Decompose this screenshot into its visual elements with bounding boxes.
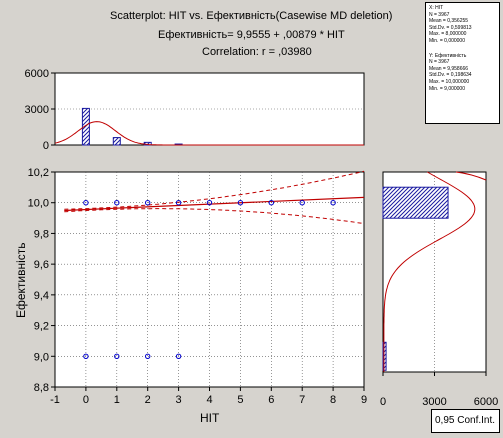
y-tick-label: 9,6 bbox=[34, 259, 49, 271]
x-tick-label: 4 bbox=[206, 394, 212, 406]
data-point bbox=[114, 353, 120, 359]
data-point bbox=[330, 200, 336, 206]
data-point bbox=[145, 353, 151, 359]
hist-x-tick-label: 6000 bbox=[474, 396, 498, 408]
regression-equation: Ефективність= 9,9555 + ,00879 * HIT bbox=[158, 29, 345, 41]
x-histogram-area bbox=[54, 72, 365, 146]
hist-x-tick-label: 3000 bbox=[422, 396, 446, 408]
hist-y-tick-label: 0 bbox=[43, 140, 49, 152]
x-histogram-bar bbox=[81, 107, 90, 146]
stats-y-n: N = 3967 bbox=[429, 59, 450, 66]
data-point bbox=[145, 200, 151, 206]
x-tick-label: 9 bbox=[361, 394, 367, 406]
y-tick-label: 10,2 bbox=[28, 167, 49, 179]
chart-title: Scatterplot: HIT vs. Ефективність(Casewi… bbox=[110, 10, 393, 22]
y-tick-label: 9,0 bbox=[34, 351, 49, 363]
confidence-band-lower bbox=[64, 208, 365, 224]
correlation-label: Correlation: r = ,03980 bbox=[202, 46, 312, 58]
y-normal-curve-top bbox=[455, 171, 487, 181]
x-tick-label: 3 bbox=[176, 394, 182, 406]
data-point bbox=[83, 353, 89, 359]
data-point bbox=[175, 353, 182, 359]
data-point bbox=[268, 200, 274, 206]
confidence-band-upper bbox=[64, 170, 365, 210]
stats-y-mean: Mean = 9,958666 bbox=[429, 65, 469, 72]
y-tick-label: 8,8 bbox=[34, 382, 49, 394]
data-point bbox=[299, 200, 305, 206]
stats-x-sd: Std.Dv. = 0,599813 bbox=[429, 24, 472, 31]
y-tick-label: 9,8 bbox=[34, 228, 49, 240]
x-tick-label: 7 bbox=[299, 394, 305, 406]
stats-x-n: N = 3967 bbox=[429, 11, 450, 18]
stats-y-min: Min. = 9,000000 bbox=[429, 85, 465, 92]
x-tick-label: 5 bbox=[237, 394, 243, 406]
y-tick-label: 9,2 bbox=[34, 321, 49, 333]
data-point bbox=[206, 200, 213, 206]
x-tick-label: 1 bbox=[114, 394, 120, 406]
x-histogram-bar bbox=[112, 137, 121, 146]
stats-legend-box: X: HIT N = 3967 Mean = 0,356255 Std.Dv. … bbox=[425, 2, 500, 124]
data-point bbox=[83, 200, 89, 206]
conf-int-legend: 0,95 Conf.Int. bbox=[431, 409, 500, 433]
x-tick-label: 2 bbox=[145, 394, 151, 406]
y-tick-label: 10,0 bbox=[28, 198, 49, 210]
stats-x-mean: Mean = 0,356255 bbox=[429, 18, 469, 25]
stats-x-max: Max. = 8,000000 bbox=[429, 31, 467, 38]
y-tick-label: 9,4 bbox=[34, 290, 49, 302]
stats-y-max: Max. = 10,000000 bbox=[429, 78, 470, 85]
y-histogram-bar bbox=[382, 186, 449, 219]
x-tick-label: 6 bbox=[268, 394, 274, 406]
data-point bbox=[114, 200, 120, 206]
x-tick-label: 8 bbox=[330, 394, 336, 406]
stats-y-heading: Y: Ефективність bbox=[429, 52, 467, 59]
data-point bbox=[175, 200, 182, 206]
y-histogram-bar bbox=[382, 341, 387, 371]
stats-x-heading: X: HIT bbox=[429, 5, 444, 11]
hist-x-tick-label: 0 bbox=[380, 396, 386, 408]
regression-line bbox=[64, 196, 365, 212]
x-normal-curve bbox=[54, 121, 364, 146]
stats-y-sd: Std.Dv. = 0,198634 bbox=[429, 72, 472, 79]
hist-y-tick-label: 3000 bbox=[25, 104, 49, 116]
x-axis-label: HIT bbox=[200, 411, 220, 425]
x-tick-label: 0 bbox=[83, 394, 89, 406]
hist-y-tick-label: 6000 bbox=[25, 68, 49, 80]
y-normal-curve bbox=[383, 171, 476, 372]
x-tick-label: -1 bbox=[50, 394, 60, 406]
stats-x-min: Min. = 0,000000 bbox=[429, 37, 465, 44]
data-point bbox=[237, 200, 244, 206]
